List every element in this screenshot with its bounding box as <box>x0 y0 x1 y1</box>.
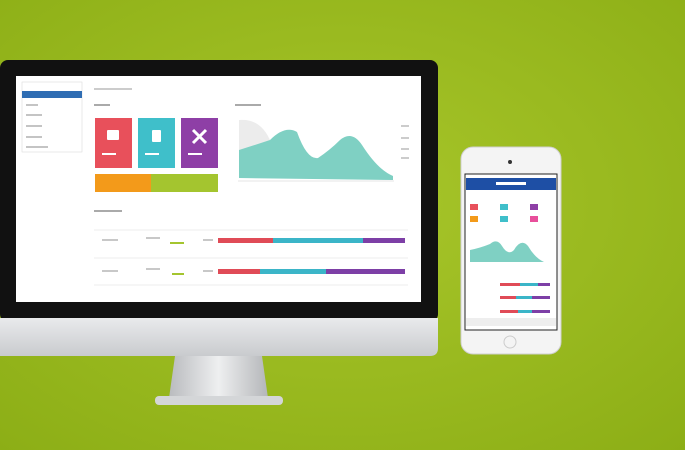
legend-item <box>401 125 409 127</box>
sidebar-active-item <box>22 91 82 98</box>
phone-progress-segment <box>532 296 550 299</box>
progress-segment <box>273 238 363 243</box>
row-tag <box>170 242 184 244</box>
phone-footer <box>466 318 556 326</box>
chart-heading <box>235 104 261 106</box>
progress-segment <box>260 269 326 274</box>
phone-progress-segment <box>500 283 520 286</box>
tile-label <box>145 153 159 155</box>
tile-icon <box>152 130 161 142</box>
phone-progress <box>500 283 550 313</box>
stand-base <box>155 396 283 405</box>
legend-item <box>401 148 409 150</box>
phone-chart-area <box>470 241 544 262</box>
phone-progress-segment <box>520 283 538 286</box>
bar-green <box>151 174 218 192</box>
row-text <box>102 239 118 241</box>
phone-home-button <box>503 335 517 349</box>
tile-label <box>102 153 116 155</box>
phone-progress-segment <box>500 310 518 313</box>
dashboard <box>21 81 409 286</box>
phone-camera <box>508 160 512 164</box>
row-texts <box>102 237 213 272</box>
sidebar-item <box>26 146 48 148</box>
tile-icons <box>102 128 208 155</box>
phone-tile <box>500 204 508 210</box>
phone-progress-segment <box>532 310 550 313</box>
sidebar-item <box>26 114 42 116</box>
phone-progress-segment <box>518 310 532 313</box>
phone-tile <box>530 204 538 210</box>
row-text <box>203 239 213 241</box>
section-heading <box>94 104 110 106</box>
row-text <box>203 270 213 272</box>
row-text <box>102 270 118 272</box>
phone-progress-segment <box>538 283 550 286</box>
sidebar-item <box>26 125 42 127</box>
phone-header-text <box>496 182 526 185</box>
row-text <box>146 268 160 270</box>
row-tag <box>172 273 184 275</box>
phone-tile <box>470 204 478 210</box>
progress-segment <box>363 238 405 243</box>
progress-bar <box>218 269 405 274</box>
chart-legend <box>401 125 409 159</box>
breadcrumb <box>94 88 132 90</box>
screen <box>16 76 421 302</box>
tile-icon <box>191 128 208 145</box>
progress-segment <box>218 269 260 274</box>
progress-bar <box>218 238 405 243</box>
tile-label <box>188 153 202 155</box>
bar-orange <box>95 174 151 192</box>
chart-area <box>239 129 393 180</box>
phone-tile <box>500 216 508 222</box>
progress-segment <box>218 238 273 243</box>
phone-tile <box>530 216 538 222</box>
sidebar-items <box>26 104 48 148</box>
phone-tile <box>470 216 478 222</box>
phone-progress-segment <box>516 296 532 299</box>
tile-icon <box>107 130 119 140</box>
tile-teal <box>138 118 175 168</box>
sidebar-item <box>26 104 38 106</box>
monitor-chin <box>0 318 438 356</box>
phone-progress-segment <box>500 296 516 299</box>
table-heading <box>94 210 122 212</box>
tile-red <box>95 118 132 168</box>
progress-segment <box>326 269 405 274</box>
monitor <box>0 60 438 405</box>
phone <box>460 146 562 355</box>
legend-item <box>401 157 409 159</box>
sidebar-item <box>26 136 42 138</box>
legend-item <box>401 137 409 139</box>
tile-purple <box>181 118 218 168</box>
stand <box>169 356 268 398</box>
row-text <box>146 237 160 239</box>
